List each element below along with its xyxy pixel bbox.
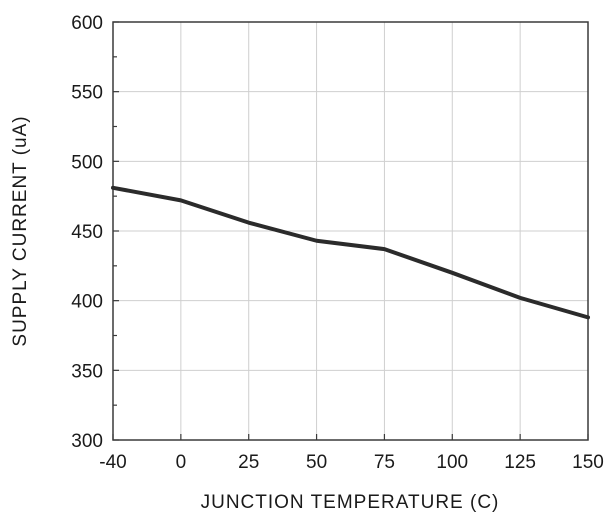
y-tick-label: 350	[71, 361, 103, 382]
y-tick-label: 450	[71, 222, 103, 243]
x-tick-label: 150	[572, 452, 604, 473]
x-tick-labels: -40 0 25 50 75 100 125 150	[99, 452, 604, 473]
y-tick-label: 600	[71, 13, 103, 34]
x-tick-label: 100	[436, 452, 468, 473]
y-tick-label: 400	[71, 292, 103, 313]
series-line	[111, 185, 590, 320]
y-axis-title: SUPPLY CURRENT (uA)	[10, 115, 31, 346]
series-layer	[111, 185, 590, 320]
x-tick-label: 0	[176, 452, 187, 473]
x-tick-label: 125	[504, 452, 536, 473]
axis-ticks	[112, 21, 589, 441]
grid-lines	[113, 22, 588, 440]
x-axis-title: JUNCTION TEMPERATURE (C)	[201, 492, 500, 513]
x-tick-label: -40	[99, 452, 126, 473]
x-tick-label: 75	[374, 452, 395, 473]
x-tick-label: 50	[306, 452, 327, 473]
x-tick-label: 25	[238, 452, 259, 473]
y-tick-label: 500	[71, 152, 103, 173]
y-tick-labels: 300 350 400 450 500 550 600	[71, 13, 103, 452]
y-tick-label: 300	[71, 431, 103, 452]
y-tick-label: 550	[71, 83, 103, 104]
